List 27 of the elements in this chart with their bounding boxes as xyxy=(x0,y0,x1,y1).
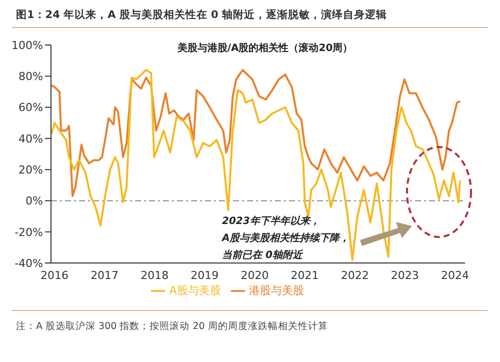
y-tick-label: 0% xyxy=(26,194,43,208)
line-series xyxy=(51,68,461,261)
y-tick-label: 80% xyxy=(18,70,43,84)
y-tick-label: 60% xyxy=(18,101,43,114)
x-tick-label: 2023 xyxy=(390,268,419,282)
x-tick-label: 2018 xyxy=(140,268,169,282)
line-series xyxy=(51,68,461,198)
annotation: A股与美股相关性持续下降， xyxy=(222,231,350,245)
chart-subtitle: 美股与港股/A股的相关性（滚动20周） xyxy=(176,41,354,55)
x-tick-label: 2017 xyxy=(90,268,119,282)
y-tick-label: 20% xyxy=(18,163,43,176)
x-tick-label: 2020 xyxy=(240,268,269,282)
chart-title: 图1：24 年以来，A 股与美股相关性在 0 轴附近，逐渐脱敏，演绎自身逻辑 xyxy=(16,8,387,22)
y-tick-label: 100% xyxy=(12,38,43,52)
y-tick-label: -20% xyxy=(14,226,43,239)
x-tick-label: 2016 xyxy=(40,268,69,282)
y-tick-label: 40% xyxy=(18,132,43,146)
x-tick-label: 2021 xyxy=(290,268,319,282)
x-tick-label: 2019 xyxy=(190,268,219,282)
annotation: 2023年下半年以来， xyxy=(222,214,320,228)
legend-label: A股与美股 xyxy=(169,284,221,297)
annotation: 当前已在 0轴附近 xyxy=(222,248,302,262)
x-tick-label: 2024 xyxy=(440,268,469,282)
y-tick-label: -40% xyxy=(14,256,43,270)
text: 注：A 股选取沪深 300 指数；按照滚动 20 周的周度涨跌幅相关性计算 xyxy=(16,320,329,334)
legend-label: 港股与美股 xyxy=(248,284,304,297)
x-tick-label: 2022 xyxy=(340,268,369,282)
